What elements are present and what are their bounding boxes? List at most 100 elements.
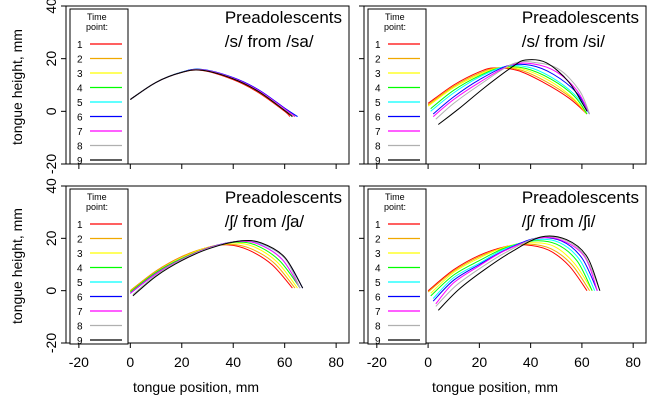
x-tick-label: 80 [328, 354, 344, 370]
legend-title: Time [87, 192, 107, 202]
legend-box [367, 8, 427, 165]
plot-frame [65, 5, 350, 165]
legend-title: point: [86, 22, 108, 32]
legend-title: point: [86, 202, 108, 212]
y-axis-title-bottom: tongue height, mm [9, 208, 25, 324]
legend-label: 1 [77, 220, 83, 231]
legend-box [367, 188, 427, 345]
legend-label: 9 [375, 336, 381, 347]
legend-label: 6 [77, 113, 83, 124]
series-line-8 [435, 236, 601, 307]
series-line-9 [438, 59, 588, 125]
legend-title: Time [385, 12, 405, 22]
panel-title: Preadolescents [225, 8, 342, 27]
legend-label: 1 [375, 40, 381, 51]
legend-label: 1 [77, 40, 83, 51]
legend-label: 5 [375, 278, 381, 289]
series-line-4 [430, 66, 588, 115]
plot-frame [65, 185, 350, 344]
legend-box [69, 188, 129, 345]
series-line-9 [437, 235, 601, 311]
x-tick-label: -20 [367, 354, 387, 370]
legend-label: 9 [77, 156, 83, 167]
legend-label: 7 [77, 127, 83, 138]
x-tick-label: 20 [472, 354, 488, 370]
plot-frame [363, 185, 647, 344]
series-line-2 [427, 67, 588, 115]
y-tick-label: 40 [43, 0, 59, 14]
y-axis-title-top: tongue height, mm [9, 29, 25, 145]
legend-label: 8 [375, 322, 381, 333]
legend-label: 6 [375, 113, 381, 124]
legend-label: 5 [77, 278, 83, 289]
series-line-6 [432, 237, 598, 302]
y-tick-label: -20 [43, 333, 59, 353]
legend-label: 8 [77, 322, 83, 333]
panel-title: Preadolescents [522, 8, 639, 27]
legend-label: 3 [375, 249, 381, 260]
legend-title: Time [385, 192, 405, 202]
panel-1: -20 0 20 40 Preadolescents/s/ from /sa/Timep… [43, 0, 350, 174]
x-tick-label: 20 [174, 354, 190, 370]
y-tick-label: 40 [43, 178, 59, 194]
x-tick-label: 40 [225, 354, 241, 370]
panel-subtitle: /s/ from /si/ [522, 32, 605, 51]
y-tick-label: 0 [43, 107, 59, 115]
x-tick-label: 80 [625, 354, 641, 370]
panel-subtitle: /ʃ/ from /ʃa/ [225, 212, 305, 231]
legend-label: 7 [375, 127, 381, 138]
legend-label: 2 [77, 55, 83, 66]
panel-subtitle: /s/ from /sa/ [225, 32, 314, 51]
x-tick-label: 0 [424, 354, 432, 370]
legend-label: 6 [77, 293, 83, 304]
panel-3: -20 0 20 40 -20 0 20 40 60 80 Preadolescents/ʃ/ fr… [43, 178, 350, 370]
legend-label: 2 [375, 55, 381, 66]
x-tick-label: 60 [574, 354, 590, 370]
x-axis-title-left: tongue position, mm [133, 379, 259, 395]
panel-title: Preadolescents [522, 188, 639, 207]
legend-label: 5 [375, 98, 381, 109]
legend-label: 8 [77, 142, 83, 153]
legend-label: 9 [77, 336, 83, 347]
x-tick-label: -20 [69, 354, 89, 370]
legend-label: 9 [375, 156, 381, 167]
series-line-5 [430, 65, 590, 115]
y-tick-label: -20 [43, 154, 59, 174]
x-tick-label: 60 [277, 354, 293, 370]
panel-4: -20 0 20 40 60 80 Preadolescents/ʃ/ from /ʃi/T… [359, 185, 647, 370]
y-tick-label: 20 [43, 51, 59, 67]
legend-label: 8 [375, 142, 381, 153]
legend-label: 4 [375, 264, 381, 275]
legend-label: 6 [375, 293, 381, 304]
legend-title: point: [384, 202, 406, 212]
legend-label: 5 [77, 98, 83, 109]
legend-label: 2 [77, 235, 83, 246]
panel-title: Preadolescents [225, 188, 342, 207]
y-tick-label: 20 [43, 230, 59, 246]
series-line-9 [132, 240, 304, 297]
legend-box [69, 8, 129, 165]
legend-label: 4 [77, 84, 83, 95]
legend-label: 4 [375, 84, 381, 95]
legend-label: 4 [77, 264, 83, 275]
legend-label: 2 [375, 235, 381, 246]
series-line-8 [435, 61, 591, 120]
legend-label: 3 [77, 69, 83, 80]
x-tick-label: 40 [523, 354, 539, 370]
plot-frame [363, 5, 647, 165]
y-tick-label: 0 [43, 287, 59, 295]
series-line-9 [130, 69, 293, 117]
legend-label: 7 [77, 307, 83, 318]
legend-label: 3 [77, 249, 83, 260]
legend-label: 1 [375, 220, 381, 231]
legend-label: 3 [375, 69, 381, 80]
legend-label: 7 [375, 307, 381, 318]
series-line-7 [435, 236, 598, 305]
legend-title: Time [87, 12, 107, 22]
panel-subtitle: /ʃ/ from /ʃi/ [522, 212, 596, 231]
x-tick-label: 0 [126, 354, 134, 370]
legend-title: point: [384, 22, 406, 32]
